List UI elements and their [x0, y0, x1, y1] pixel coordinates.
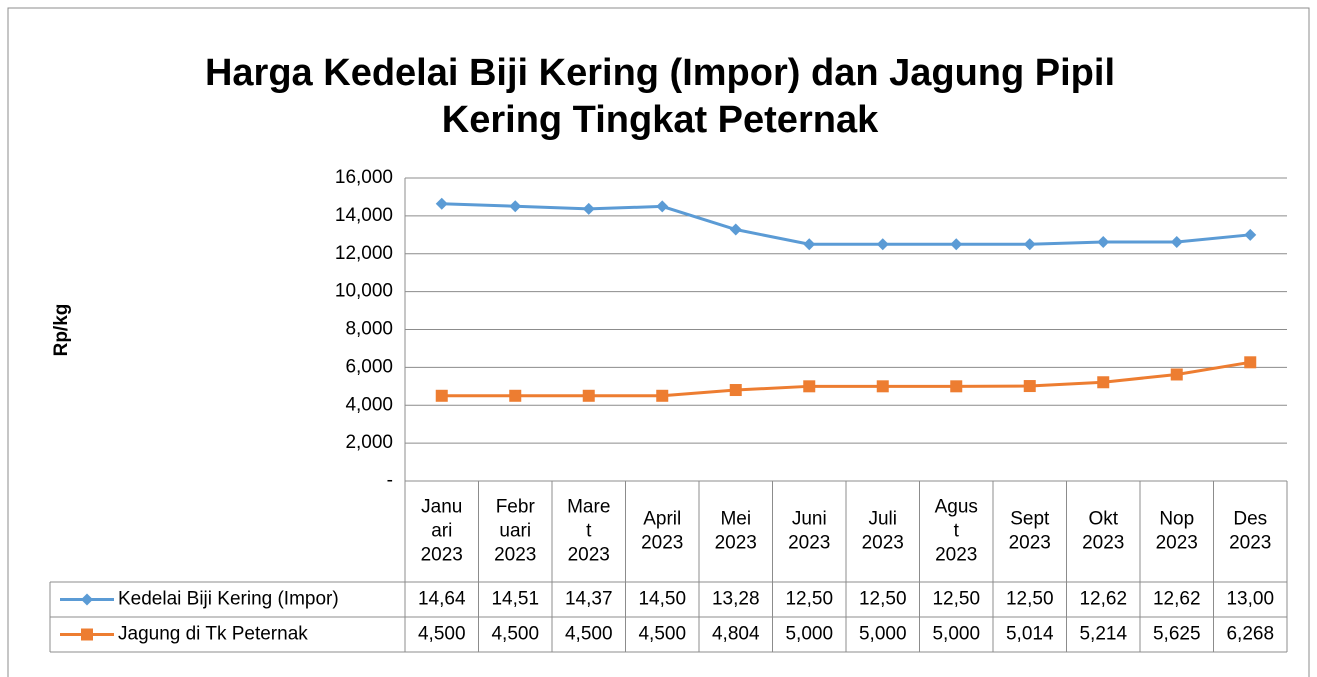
- table-value: 6,268: [1226, 624, 1274, 645]
- marker: [582, 389, 595, 402]
- marker: [1170, 368, 1183, 381]
- chart-title: Kering Tingkat Peternak: [442, 99, 879, 141]
- x-tick-label: Juli: [868, 509, 897, 530]
- x-tick-label: Mei: [720, 509, 751, 530]
- marker: [1097, 376, 1110, 389]
- marker: [435, 197, 448, 210]
- marker: [950, 238, 963, 251]
- x-tick-label: 2023: [1082, 533, 1124, 554]
- marker: [803, 238, 816, 251]
- x-tick-label: 2023: [1229, 533, 1271, 554]
- y-tick-label: -: [387, 470, 393, 491]
- table-value: 5,625: [1153, 624, 1201, 645]
- x-tick-label: t: [954, 521, 960, 542]
- y-tick-label: 8,000: [345, 319, 393, 340]
- x-tick-label: 2023: [935, 545, 977, 566]
- chart-border: [7, 7, 1310, 677]
- table-value: 5,014: [1006, 624, 1054, 645]
- marker: [1170, 236, 1183, 249]
- x-tick-label: Juni: [792, 509, 827, 530]
- chart-title: Harga Kedelai Biji Kering (Impor) dan Ja…: [205, 52, 1115, 94]
- table-value: 4,500: [418, 624, 466, 645]
- marker: [582, 202, 595, 215]
- table-value: 13,28: [712, 589, 760, 610]
- legend-label: Kedelai Biji Kering (Impor): [118, 589, 339, 610]
- line: [441, 360, 1251, 398]
- marker: [1244, 228, 1257, 241]
- table-value: 14,51: [491, 589, 539, 610]
- marker: [950, 380, 963, 393]
- marker: [803, 380, 816, 393]
- table-value: 4,804: [712, 624, 760, 645]
- x-tick-label: 2023: [641, 533, 683, 554]
- y-tick-label: 6,000: [345, 356, 393, 377]
- marker: [1244, 356, 1257, 369]
- x-tick-label: 2023: [862, 533, 904, 554]
- table-value: 5,000: [785, 624, 833, 645]
- marker: [435, 389, 448, 402]
- x-tick-label: Des: [1233, 509, 1267, 530]
- table-value: 5,214: [1079, 624, 1127, 645]
- table-value: 5,000: [859, 624, 907, 645]
- y-tick-label: 12,000: [335, 243, 393, 264]
- x-tick-label: 2023: [421, 545, 463, 566]
- marker: [81, 628, 93, 641]
- table-value: 12,50: [859, 589, 907, 610]
- y-tick-label: 10,000: [335, 281, 393, 302]
- line: [441, 202, 1251, 246]
- x-tick-label: 2023: [568, 545, 610, 566]
- marker: [656, 200, 669, 213]
- x-tick-label: 2023: [1009, 533, 1051, 554]
- marker: [876, 380, 889, 393]
- y-tick-label: 4,000: [345, 394, 393, 415]
- x-tick-label: ari: [431, 521, 452, 542]
- x-tick-label: 2023: [788, 533, 830, 554]
- marker: [81, 593, 93, 606]
- x-tick-label: 2023: [494, 545, 536, 566]
- table-value: 12,62: [1153, 589, 1201, 610]
- marker: [1097, 236, 1110, 249]
- table-value: 4,500: [565, 624, 613, 645]
- x-tick-label: Sept: [1010, 509, 1050, 530]
- table-value: 14,64: [418, 589, 466, 610]
- table-value: 12,50: [785, 589, 833, 610]
- table-value: 12,50: [932, 589, 980, 610]
- marker: [729, 384, 742, 397]
- x-tick-label: Agus: [935, 497, 978, 518]
- table-value: 4,500: [491, 624, 539, 645]
- x-tick-label: t: [586, 521, 592, 542]
- x-tick-label: Febr: [496, 497, 536, 518]
- table-value: 14,37: [565, 589, 613, 610]
- legend-label: Jagung di Tk Peternak: [118, 624, 308, 645]
- marker: [656, 389, 669, 402]
- table-value: 14,50: [638, 589, 686, 610]
- x-tick-label: Okt: [1088, 509, 1118, 530]
- marker: [729, 223, 742, 236]
- marker: [1023, 380, 1036, 393]
- table-value: 12,50: [1006, 589, 1054, 610]
- y-axis-label: Rp/kg: [51, 304, 72, 357]
- table-value: 13,00: [1226, 589, 1274, 610]
- x-tick-label: 2023: [1156, 533, 1198, 554]
- x-tick-label: Janu: [421, 497, 462, 518]
- y-tick-label: 16,000: [335, 167, 393, 188]
- x-tick-label: 2023: [715, 533, 757, 554]
- marker: [509, 389, 522, 402]
- x-tick-label: Mare: [567, 497, 610, 518]
- y-tick-label: 14,000: [335, 205, 393, 226]
- x-tick-label: Nop: [1159, 509, 1194, 530]
- table-value: 4,500: [638, 624, 686, 645]
- x-tick-label: April: [643, 509, 681, 530]
- table-value: 12,62: [1079, 589, 1127, 610]
- table-value: 5,000: [932, 624, 980, 645]
- marker: [1023, 238, 1036, 251]
- x-tick-label: uari: [499, 521, 531, 542]
- y-tick-label: 2,000: [345, 432, 393, 453]
- marker: [876, 238, 889, 251]
- marker: [509, 200, 522, 213]
